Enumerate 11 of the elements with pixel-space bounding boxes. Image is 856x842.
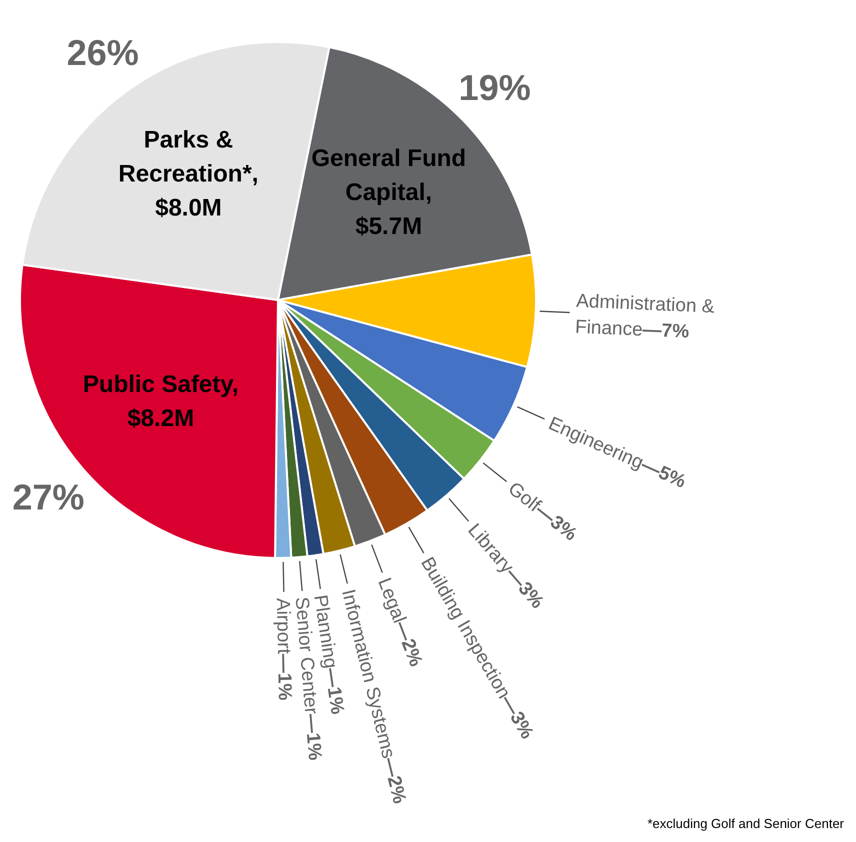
data-label: —1% — [300, 713, 326, 762]
slice-label: Public Safety, $8.2M — [82, 371, 239, 432]
slice-label: Parks & Recreation*, $8.0M — [118, 126, 258, 222]
data-label: —7% — [642, 320, 690, 343]
text: *excluding Golf and Senior Center — [647, 816, 845, 831]
data-label: 19% — [458, 67, 531, 108]
data-label: —1% — [273, 654, 295, 701]
data-label: 27% — [12, 476, 84, 518]
slice-label: General Fund Capital, $5.7M — [311, 144, 466, 240]
data-label: 26% — [66, 32, 139, 73]
data-label: —1% — [320, 666, 348, 716]
